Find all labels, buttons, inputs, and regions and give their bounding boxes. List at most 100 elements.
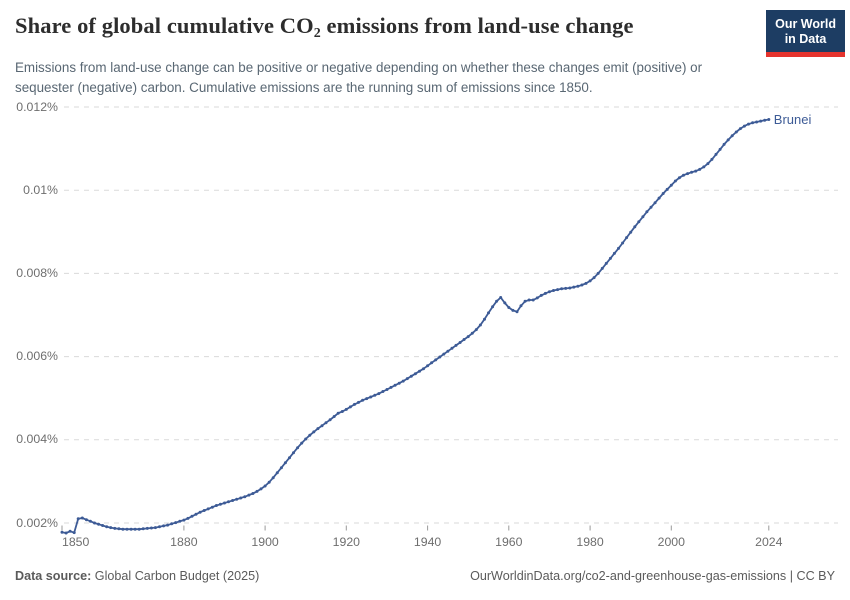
data-point [454, 343, 458, 347]
data-point [101, 524, 105, 527]
data-point [296, 446, 300, 450]
y-axis-tick-label: 0.012% [16, 99, 58, 114]
data-point [682, 173, 685, 177]
data-point [653, 201, 657, 205]
data-point [442, 352, 446, 356]
owid-logo[interactable]: Our World in Data [766, 10, 845, 57]
data-point [438, 355, 442, 359]
data-point [694, 169, 698, 173]
data-point [117, 527, 121, 531]
data-point [543, 291, 547, 295]
data-point [247, 493, 251, 497]
data-point [722, 142, 726, 146]
x-axis-tick-label: 1880 [170, 535, 198, 549]
data-point [174, 521, 178, 525]
owid-link[interactable]: OurWorldinData.org/co2-and-greenhouse-ga… [470, 569, 835, 583]
data-point [271, 476, 275, 480]
x-axis-tick-label: 1960 [495, 535, 523, 549]
data-point [170, 522, 174, 526]
data-point [279, 466, 283, 470]
data-point [182, 518, 186, 522]
data-point [580, 283, 584, 287]
data-point [365, 397, 369, 401]
data-point [637, 220, 641, 224]
data-point [503, 301, 507, 305]
data-point [373, 393, 377, 397]
data-point [267, 480, 271, 484]
data-point [564, 286, 568, 290]
data-point [202, 509, 206, 512]
data-point [409, 374, 413, 378]
data-point [515, 310, 519, 314]
data-point [531, 298, 535, 302]
data-point [466, 335, 470, 339]
data-point [726, 138, 730, 142]
data-point [665, 187, 669, 191]
data-point [669, 183, 673, 187]
y-axis-tick-label: 0.004% [16, 432, 58, 447]
data-point [231, 499, 235, 502]
data-point [470, 331, 474, 335]
data-point [316, 427, 320, 431]
data-point [377, 392, 381, 396]
data-point [434, 358, 438, 362]
series-line [61, 118, 770, 534]
data-point [426, 364, 430, 368]
series-label-brunei[interactable]: Brunei [773, 111, 812, 127]
data-point [255, 489, 259, 493]
data-point [560, 287, 564, 291]
data-point [702, 165, 706, 169]
data-point [198, 510, 202, 514]
data-point [369, 395, 373, 399]
data-point [397, 381, 401, 385]
data-point [495, 299, 499, 303]
data-point [649, 205, 653, 209]
chart-title-subscript: 2 [313, 25, 321, 41]
data-point [430, 361, 434, 365]
data-point [710, 157, 714, 161]
data-point [149, 526, 153, 530]
data-point [742, 124, 746, 128]
data-point [214, 504, 218, 507]
data-source-value: Global Carbon Budget (2025) [91, 569, 260, 583]
data-point [706, 162, 710, 166]
data-point [263, 484, 267, 488]
data-point [714, 152, 718, 156]
data-point [105, 525, 109, 529]
data-point [223, 501, 226, 505]
data-point [552, 289, 555, 292]
data-point [730, 134, 734, 138]
data-point [673, 179, 677, 183]
data-point [308, 433, 312, 437]
data-point [499, 296, 503, 299]
data-point [288, 456, 291, 460]
data-point [304, 437, 308, 441]
chart-subtitle: Emissions from land-use change can be po… [15, 60, 703, 96]
data-point [292, 451, 295, 455]
data-source-label: Data source: [15, 569, 92, 583]
data-point [324, 421, 328, 425]
data-point [283, 461, 287, 465]
data-point [60, 530, 64, 534]
data-point [194, 512, 198, 516]
data-point [418, 369, 421, 373]
data-point [84, 518, 88, 522]
data-point [462, 338, 466, 341]
data-point [523, 299, 527, 303]
data-point [344, 407, 348, 411]
x-axis-tick-label: 1980 [576, 535, 604, 549]
data-point [239, 496, 243, 500]
y-axis-tick-label: 0.008% [16, 265, 58, 280]
data-point [235, 497, 239, 501]
data-point [109, 526, 113, 530]
data-point [661, 192, 665, 195]
data-point [129, 527, 133, 531]
data-point [121, 527, 125, 531]
data-point [385, 388, 389, 391]
chart-title-post: emissions from land-use change [320, 13, 634, 38]
data-point [612, 251, 616, 255]
data-point [251, 492, 255, 495]
data-point [300, 441, 304, 445]
data-point [535, 296, 539, 300]
